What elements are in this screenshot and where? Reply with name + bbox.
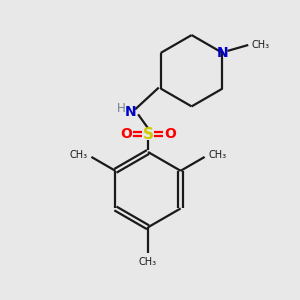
Text: N: N [217,46,228,60]
Text: CH₃: CH₃ [69,150,87,160]
Text: O: O [164,127,176,141]
Text: S: S [142,127,154,142]
Text: CH₃: CH₃ [139,257,157,267]
Text: CH₃: CH₃ [208,150,227,160]
Text: O: O [120,127,132,141]
Text: N: N [124,105,136,119]
Text: H: H [117,102,126,115]
Text: CH₃: CH₃ [251,40,269,50]
